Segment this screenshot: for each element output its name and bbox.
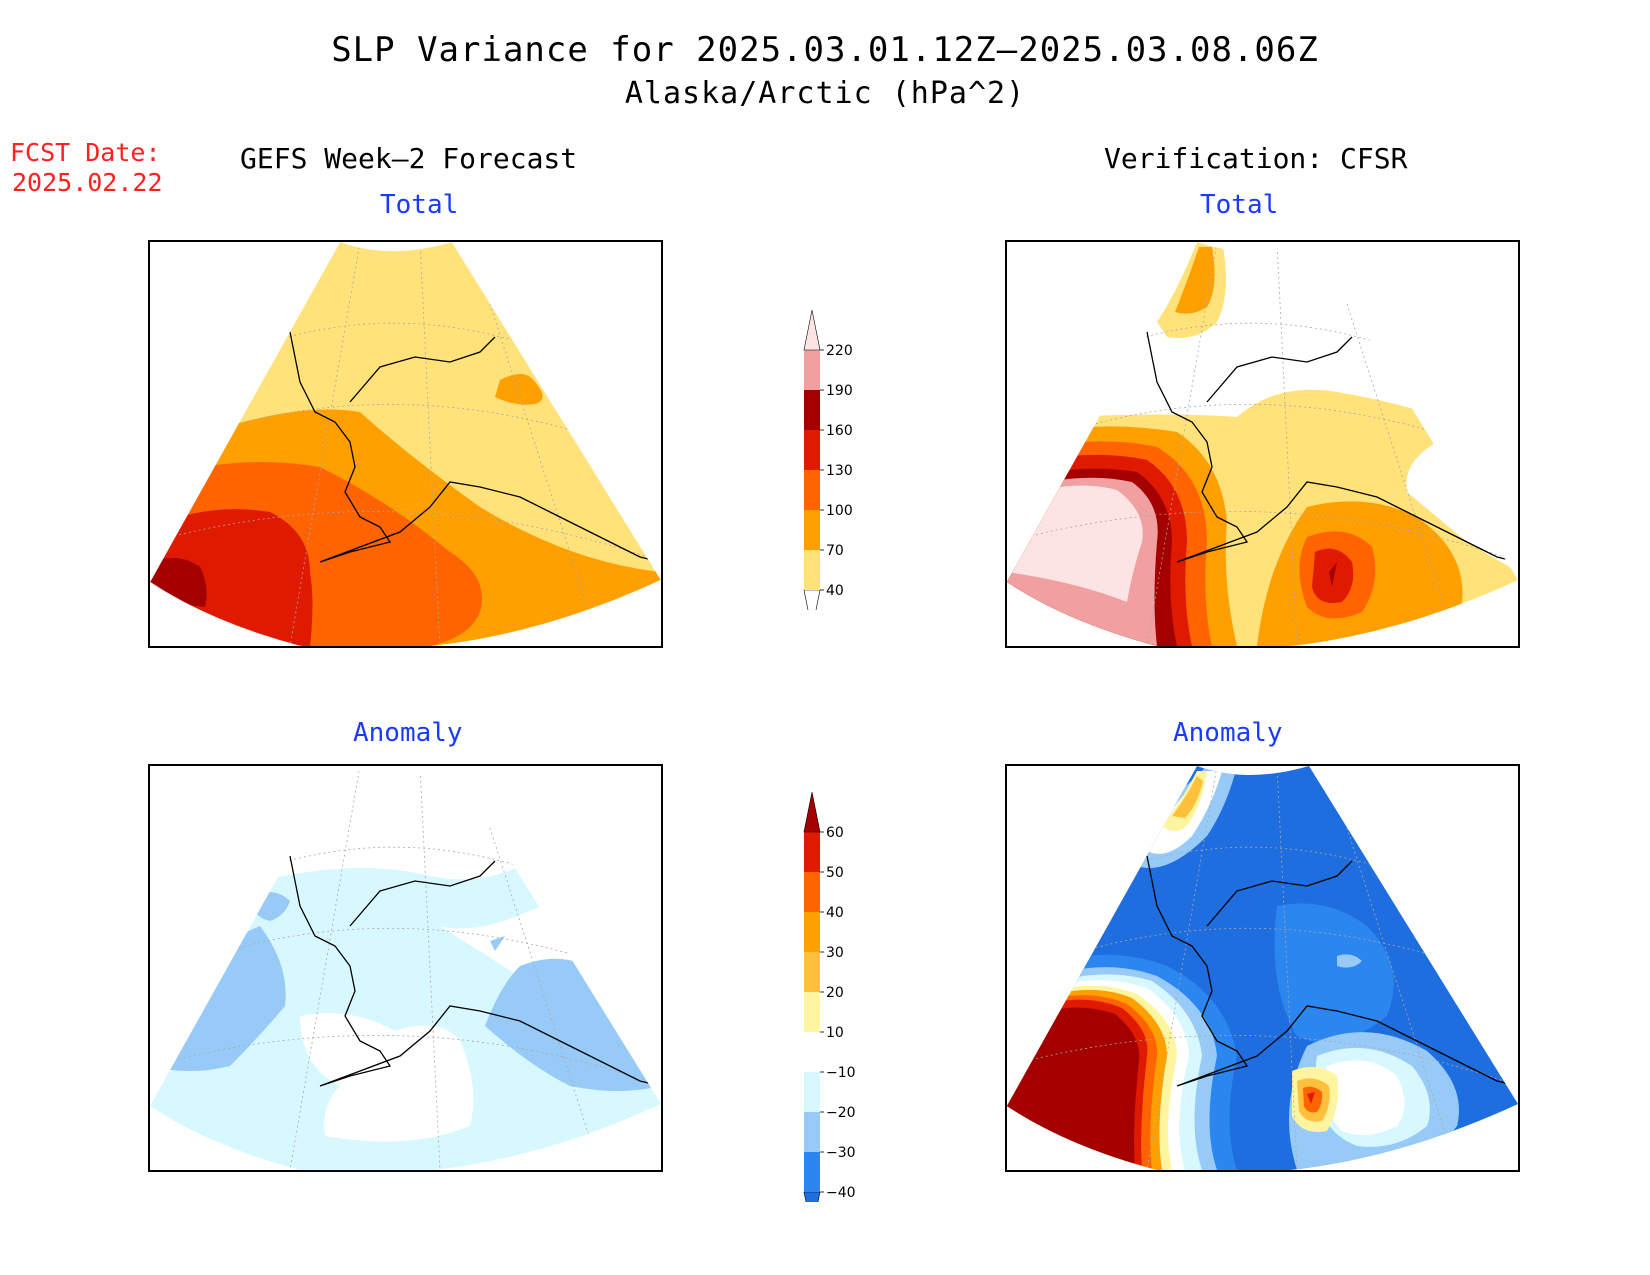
verification-anomaly-map [1005,764,1520,1172]
fcst-date-value: 2025.02.22 [12,168,163,197]
colorbar-segment [803,309,821,351]
total-colorbar: 220 190 160 130 100 70 40 [790,280,870,631]
anomaly-colorbar: 60 50 40 30 20 10 −10 −20 −30 −40 [790,752,870,1233]
colorbar-segment [804,350,820,390]
colorbar-segment [804,832,820,872]
colorbar-segment [804,390,820,430]
colorbar-segment [804,1112,820,1152]
colorbar-segment [804,912,820,952]
verification-anomaly-title: Anomaly [1173,718,1283,748]
colorbar-label: 160 [826,423,853,439]
colorbar-label: 100 [826,503,853,519]
colorbar-segment [804,430,820,470]
colorbar-label: −30 [826,1145,856,1161]
forecast-anomaly-title: Anomaly [353,718,463,748]
colorbar-label: 40 [826,905,844,921]
colorbar-segment [804,952,820,992]
colorbar-segment [804,1032,820,1072]
forecast-column-header: GEFS Week–2 Forecast [240,142,578,175]
forecast-total-title: Total [380,190,459,220]
colorbar-label: 130 [826,463,853,479]
colorbar-segment [804,1152,820,1192]
forecast-anomaly-map [148,764,663,1172]
colorbar-segment [804,550,820,590]
colorbar-label: 40 [826,583,844,599]
colorbar-label: −10 [826,1065,856,1081]
colorbar-label: −40 [826,1185,856,1201]
colorbar-segment [803,791,821,833]
colorbar-label: 60 [826,825,844,841]
verification-column-header: Verification: CFSR [1104,142,1408,175]
colorbar-segment [804,470,820,510]
colorbar-label: 70 [826,543,844,559]
colorbar-label: 20 [826,985,844,1001]
colorbar-segment [803,1191,821,1233]
colorbar-segment [804,510,820,550]
colorbar-label: 50 [826,865,844,881]
colorbar-segment [803,589,821,631]
colorbar-segment [804,1072,820,1112]
colorbar-label: 220 [826,343,853,359]
verification-total-title: Total [1200,190,1279,220]
colorbar-label: −20 [826,1105,856,1121]
colorbar-label: 10 [826,1025,844,1041]
verification-total-map [1005,240,1520,648]
colorbar-label: 30 [826,945,844,961]
figure-title: SLP Variance for 2025.03.01.12Z–2025.03.… [331,30,1319,70]
forecast-total-map [148,240,663,648]
colorbar-label: 190 [826,383,853,399]
colorbar-segment [804,872,820,912]
colorbar-segment [804,992,820,1032]
figure-subtitle: Alaska/Arctic (hPa^2) [624,76,1026,111]
fcst-date-label: FCST Date: [10,138,161,167]
